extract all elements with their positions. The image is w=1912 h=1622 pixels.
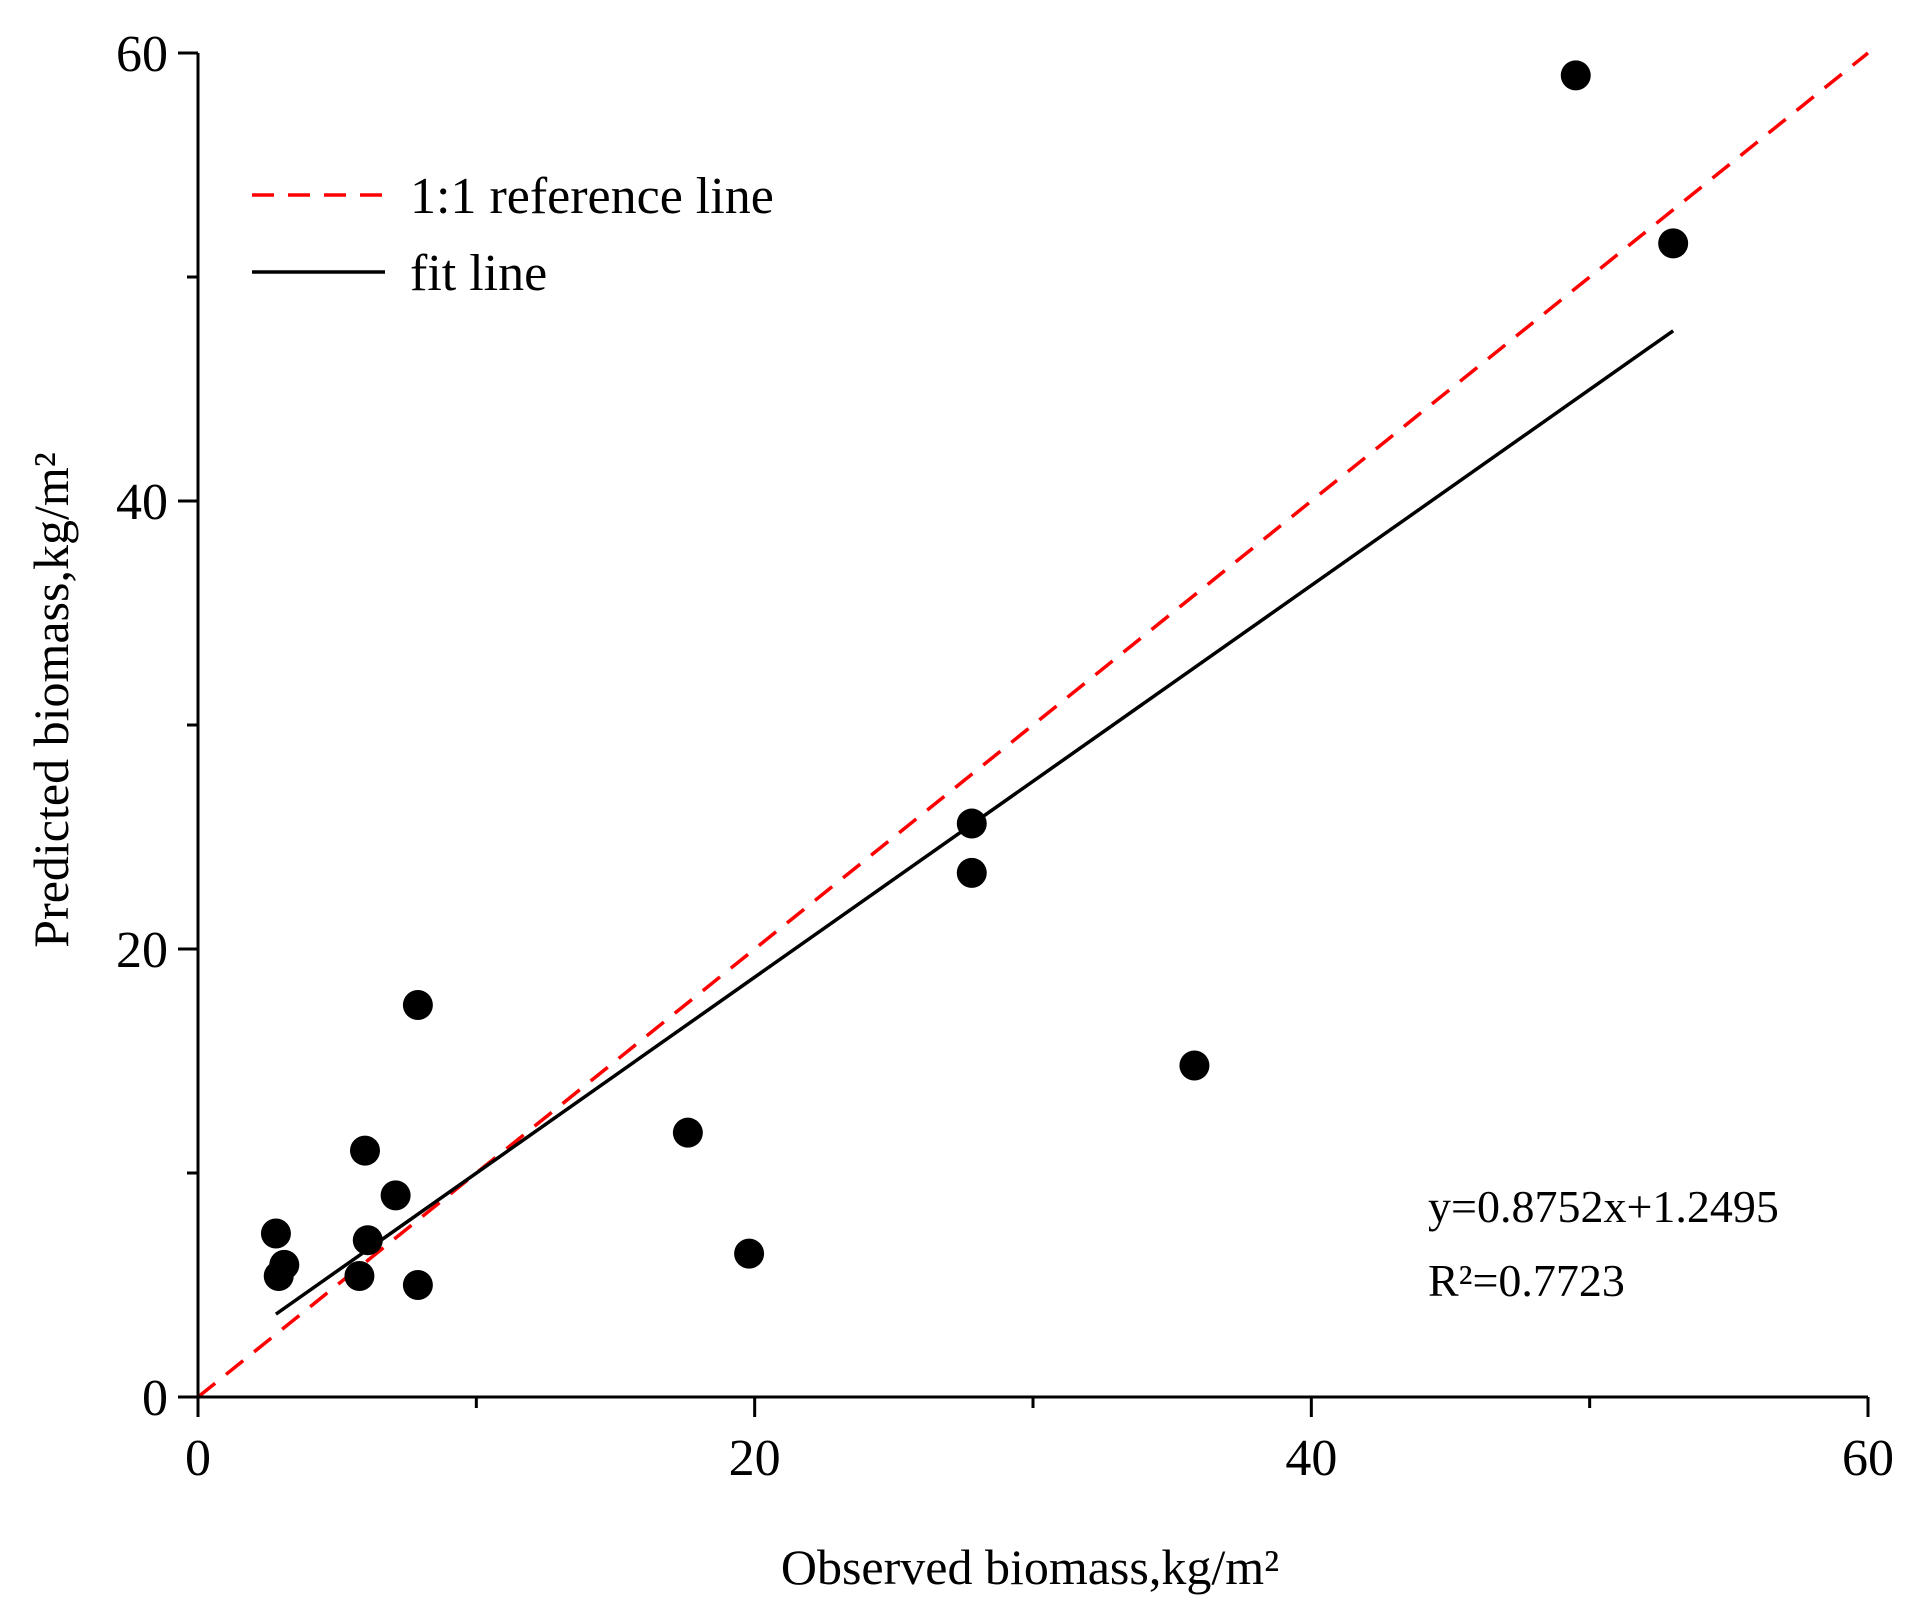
data-point bbox=[956, 808, 987, 839]
y-tick-label: 20 bbox=[116, 922, 168, 979]
regression-annotation: y=0.8752x+1.2495 R²=0.7723 bbox=[1428, 1181, 1779, 1306]
y-tick-label: 60 bbox=[116, 26, 168, 83]
data-point bbox=[344, 1261, 375, 1292]
legend-reference-line-label: 1:1 reference line bbox=[410, 168, 774, 225]
regression-equation: y=0.8752x+1.2495 bbox=[1428, 1181, 1779, 1232]
data-point bbox=[1560, 60, 1591, 91]
data-point bbox=[672, 1117, 703, 1148]
data-point bbox=[402, 1270, 433, 1300]
x-tick-label: 40 bbox=[1285, 1430, 1337, 1487]
x-tick-label: 20 bbox=[729, 1430, 781, 1487]
legend: 1:1 reference line fit line bbox=[252, 168, 774, 302]
data-point bbox=[1658, 228, 1689, 259]
data-point bbox=[402, 990, 433, 1020]
y-tick-label: 0 bbox=[142, 1370, 168, 1427]
y-axis-title: Predicted biomass,kg/m² bbox=[23, 452, 79, 947]
y-tick-label: 40 bbox=[116, 474, 168, 531]
data-point bbox=[1179, 1050, 1210, 1081]
data-point bbox=[956, 857, 987, 888]
data-point bbox=[350, 1135, 380, 1166]
r-squared-value: R²=0.7723 bbox=[1428, 1255, 1625, 1306]
data-point bbox=[734, 1238, 765, 1269]
ticks-layer: 0 20 40 60 0 20 40 60 bbox=[116, 26, 1894, 1487]
x-tick-label: 0 bbox=[185, 1430, 211, 1487]
data-point bbox=[380, 1180, 411, 1211]
data-point bbox=[352, 1225, 383, 1256]
axes-layer: 0 20 40 60 0 20 40 60 bbox=[116, 26, 1894, 1487]
plot-layer bbox=[196, 51, 1870, 1399]
data-point bbox=[263, 1261, 294, 1292]
data-point bbox=[260, 1218, 291, 1249]
x-axis-title: Observed biomass,kg/m² bbox=[781, 1539, 1279, 1595]
legend-fit-line-label: fit line bbox=[410, 245, 547, 302]
x-tick-label: 60 bbox=[1842, 1430, 1894, 1487]
